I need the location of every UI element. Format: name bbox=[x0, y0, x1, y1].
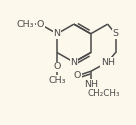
Text: O: O bbox=[53, 62, 61, 72]
Text: S: S bbox=[113, 29, 119, 38]
Text: N: N bbox=[54, 29, 61, 38]
Text: NH: NH bbox=[101, 58, 115, 67]
Text: CH₃: CH₃ bbox=[48, 76, 66, 85]
Text: NH: NH bbox=[84, 80, 98, 89]
Text: CH₂CH₃: CH₂CH₃ bbox=[87, 89, 120, 98]
Text: N: N bbox=[70, 58, 77, 67]
Text: CH₃: CH₃ bbox=[17, 20, 34, 29]
Text: O: O bbox=[74, 71, 81, 80]
Text: O: O bbox=[36, 20, 44, 29]
